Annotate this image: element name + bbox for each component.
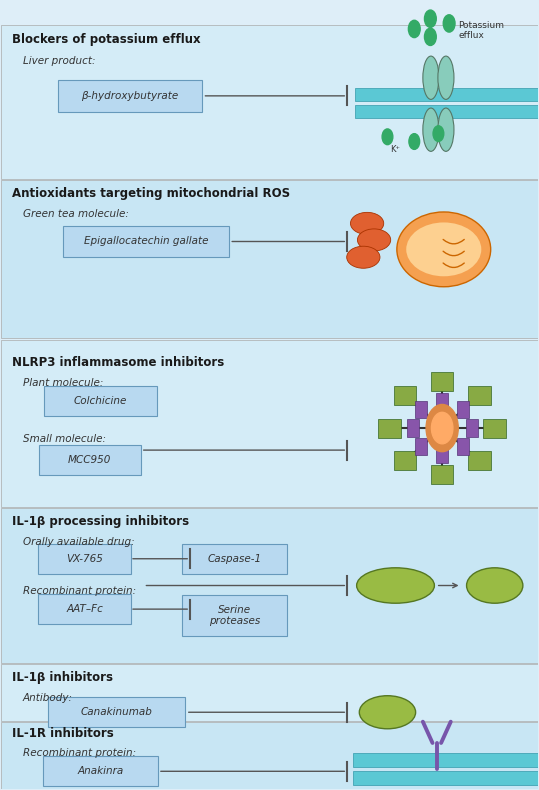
Ellipse shape xyxy=(357,568,434,604)
Text: NLRP3 inflammasome inhibitors: NLRP3 inflammasome inhibitors xyxy=(12,356,224,369)
Text: K⁺: K⁺ xyxy=(390,145,400,154)
Text: IL-1β processing inhibitors: IL-1β processing inhibitors xyxy=(12,514,189,528)
Bar xyxy=(457,438,469,455)
Bar xyxy=(378,419,401,438)
Text: MCC950: MCC950 xyxy=(68,454,112,465)
Bar xyxy=(2,664,537,721)
Text: Caspase-1: Caspase-1 xyxy=(208,554,262,564)
Bar xyxy=(431,465,453,483)
Ellipse shape xyxy=(406,223,481,276)
Circle shape xyxy=(425,28,436,46)
Text: ROS: ROS xyxy=(365,235,383,244)
Text: Green tea molecule:: Green tea molecule: xyxy=(23,209,129,219)
Circle shape xyxy=(382,129,393,145)
Text: β-hydroxybutyrate: β-hydroxybutyrate xyxy=(81,91,179,101)
Text: IL-1R inhibitors: IL-1R inhibitors xyxy=(12,728,114,740)
Bar xyxy=(2,180,537,338)
Bar xyxy=(394,451,416,470)
Text: AAT–Fc: AAT–Fc xyxy=(66,604,103,614)
Text: IL-1β: IL-1β xyxy=(482,581,508,590)
Text: Liver product:: Liver product: xyxy=(23,57,95,66)
Bar xyxy=(355,105,537,118)
FancyBboxPatch shape xyxy=(58,80,203,111)
Text: Epigallocatechin gallate: Epigallocatechin gallate xyxy=(84,236,209,246)
Text: Plant molecule:: Plant molecule: xyxy=(23,378,103,388)
Circle shape xyxy=(443,15,455,32)
Bar xyxy=(468,386,490,404)
FancyBboxPatch shape xyxy=(38,594,132,624)
Circle shape xyxy=(409,21,420,38)
Circle shape xyxy=(431,412,453,444)
FancyBboxPatch shape xyxy=(63,226,229,258)
Bar xyxy=(416,438,427,455)
Text: Colchicine: Colchicine xyxy=(74,397,127,406)
Bar xyxy=(466,419,478,437)
Text: Anakinra: Anakinra xyxy=(78,766,124,777)
Ellipse shape xyxy=(350,213,384,235)
Circle shape xyxy=(426,404,458,452)
Text: Pro-IL-1β: Pro-IL-1β xyxy=(372,581,419,590)
FancyBboxPatch shape xyxy=(39,445,141,475)
Circle shape xyxy=(409,134,420,149)
Circle shape xyxy=(433,126,444,141)
Bar xyxy=(436,393,448,411)
FancyBboxPatch shape xyxy=(49,698,185,728)
FancyBboxPatch shape xyxy=(43,756,158,786)
Circle shape xyxy=(425,10,436,28)
Bar xyxy=(468,451,490,470)
Text: ROS: ROS xyxy=(358,219,376,228)
Bar xyxy=(483,419,506,438)
Bar xyxy=(353,771,537,785)
Bar xyxy=(431,372,453,391)
Bar xyxy=(457,401,469,419)
Bar xyxy=(407,419,419,437)
Text: Serine
proteases: Serine proteases xyxy=(209,604,260,626)
Text: Blockers of potassium efflux: Blockers of potassium efflux xyxy=(12,33,201,46)
FancyBboxPatch shape xyxy=(182,595,287,636)
Bar xyxy=(394,386,416,404)
Text: Potassium
efflux: Potassium efflux xyxy=(458,21,505,40)
Bar xyxy=(2,723,537,788)
Bar xyxy=(2,25,537,179)
FancyBboxPatch shape xyxy=(182,544,287,574)
Bar xyxy=(436,446,448,463)
Text: IL-1β inhibitors: IL-1β inhibitors xyxy=(12,671,113,683)
Bar xyxy=(416,401,427,419)
Bar xyxy=(2,340,537,507)
Ellipse shape xyxy=(423,108,439,152)
Bar xyxy=(355,88,537,100)
Ellipse shape xyxy=(467,568,523,604)
Text: IL-1β: IL-1β xyxy=(375,708,400,717)
Ellipse shape xyxy=(360,696,416,729)
Ellipse shape xyxy=(423,56,439,100)
Ellipse shape xyxy=(397,212,490,287)
Ellipse shape xyxy=(347,246,380,269)
Text: Recombinant protein:: Recombinant protein: xyxy=(23,747,136,758)
Text: Orally available drug:: Orally available drug: xyxy=(23,536,134,547)
Text: Antioxidants targeting mitochondrial ROS: Antioxidants targeting mitochondrial ROS xyxy=(12,187,290,200)
Ellipse shape xyxy=(357,229,391,251)
Text: Antibody:: Antibody: xyxy=(23,693,73,702)
FancyBboxPatch shape xyxy=(44,386,157,416)
Bar xyxy=(2,508,537,663)
FancyBboxPatch shape xyxy=(38,544,132,574)
Text: ROS: ROS xyxy=(355,253,372,261)
Text: VX-765: VX-765 xyxy=(66,554,103,564)
Text: Canakinumab: Canakinumab xyxy=(81,707,153,717)
Ellipse shape xyxy=(438,56,454,100)
Text: Small molecule:: Small molecule: xyxy=(23,435,106,444)
Ellipse shape xyxy=(438,108,454,152)
Bar xyxy=(353,753,537,767)
Text: Recombinant protein:: Recombinant protein: xyxy=(23,585,136,596)
